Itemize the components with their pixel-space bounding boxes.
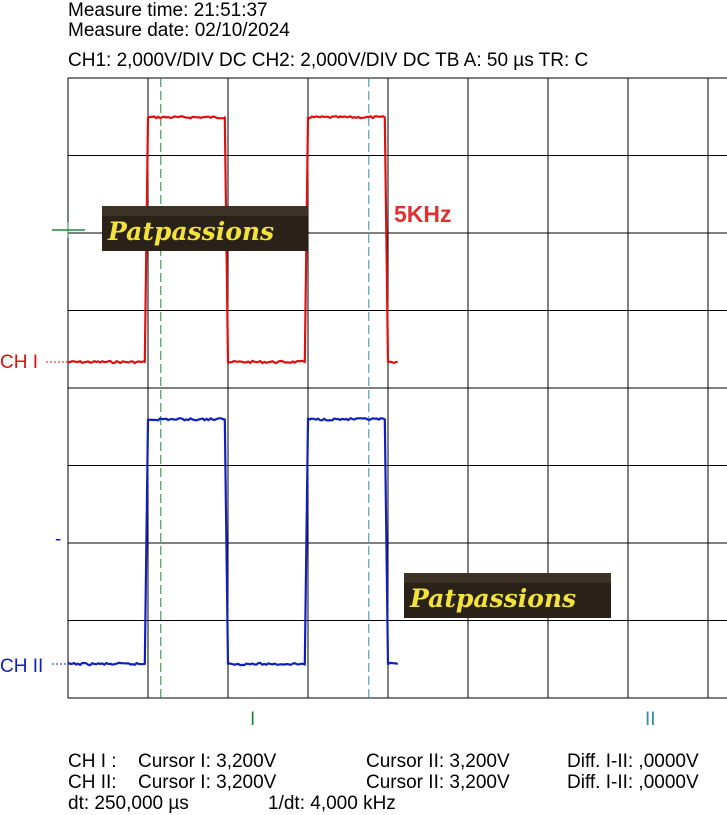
ch1-cursor2-value: Cursor II: 3,200V (366, 751, 510, 772)
ch1-trigger-marker (52, 222, 85, 238)
ch2-diff-value: Diff. I-II: ,0000V (567, 772, 699, 793)
cursor2-label: II (645, 709, 656, 730)
ch1-cursor1-value: Cursor I: 3,200V (138, 751, 277, 772)
ch2-label: CH II (0, 656, 43, 677)
watermark-logo: Patpassions (404, 573, 611, 618)
watermark-logo: Patpassions (102, 206, 308, 251)
watermark-text: Patpassions (409, 584, 576, 613)
ch1-label: CH I (0, 352, 38, 373)
dt-readout: dt: 250,000 µs (68, 793, 189, 814)
graticule (67, 77, 727, 699)
watermark-text: Patpassions (107, 217, 274, 246)
cursor1-label: I (250, 709, 255, 730)
inverse-dt-readout: 1/dt: 4,000 kHz (268, 793, 396, 814)
frequency-annotation: 5KHz (394, 201, 452, 227)
ch2-cursor2-value: Cursor II: 3,200V (366, 772, 510, 793)
ch1-waveform (67, 115, 398, 365)
ch1-diff-value: Diff. I-II: ,0000V (567, 751, 699, 772)
ch2-offset-marker: - (55, 529, 61, 550)
channel-settings: CH1: 2,000V/DIV DC CH2: 2,000V/DIV DC TB… (68, 50, 589, 71)
measure-date: Measure date: 02/10/2024 (68, 20, 290, 41)
measure-time: Measure time: 21:51:37 (68, 0, 268, 21)
ch2-cursor-readout-ch: CH II: (68, 772, 117, 793)
waveform-traces (67, 115, 399, 667)
ch2-cursor1-value: Cursor I: 3,200V (138, 772, 277, 793)
ch1-cursor-readout-ch: CH I : (68, 751, 117, 772)
ch2-waveform (67, 417, 399, 667)
